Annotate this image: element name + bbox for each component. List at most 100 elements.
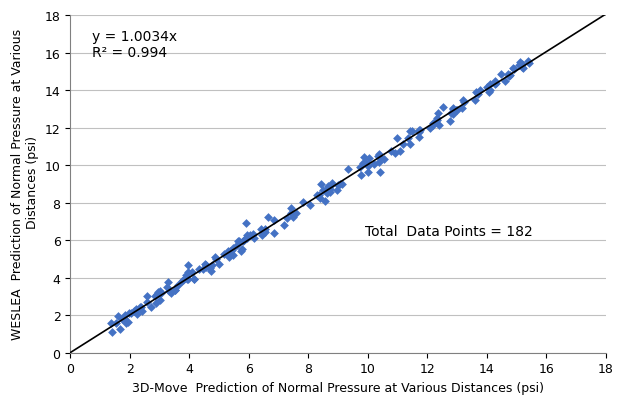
Point <box>178 277 188 284</box>
Point <box>446 119 456 126</box>
Point <box>232 242 242 248</box>
Point <box>150 293 160 300</box>
Point <box>472 91 482 98</box>
Point <box>505 73 515 79</box>
Point <box>199 266 209 273</box>
Point <box>322 191 332 197</box>
Point <box>269 230 279 237</box>
Point <box>509 66 519 72</box>
Point <box>515 60 525 66</box>
Point <box>201 261 211 267</box>
Point <box>517 65 527 71</box>
Point <box>279 222 289 229</box>
Point <box>452 108 462 114</box>
Point <box>136 304 146 311</box>
Point <box>316 181 326 188</box>
Point <box>176 278 186 284</box>
Point <box>446 110 456 117</box>
Point <box>234 239 244 245</box>
Point <box>164 288 174 295</box>
Point <box>173 282 182 289</box>
Point <box>343 166 353 173</box>
Point <box>379 157 389 163</box>
Point <box>156 290 166 297</box>
Point <box>499 78 509 85</box>
Point <box>362 169 372 176</box>
Point <box>146 305 156 311</box>
Point <box>182 276 192 282</box>
Point <box>256 232 266 239</box>
Point <box>182 269 192 275</box>
Point <box>405 142 415 148</box>
Point <box>432 111 442 117</box>
Point <box>490 79 500 85</box>
Point <box>222 249 232 255</box>
Point <box>403 136 413 142</box>
Point <box>321 198 331 205</box>
Point <box>228 252 238 259</box>
Point <box>181 273 191 279</box>
Point <box>261 226 271 232</box>
Text: Total  Data Points = 182: Total Data Points = 182 <box>365 225 532 239</box>
Point <box>459 99 469 106</box>
Point <box>210 254 220 261</box>
Point <box>375 169 385 176</box>
Point <box>358 160 368 167</box>
Point <box>312 193 322 199</box>
Point <box>451 107 461 114</box>
Point <box>485 87 495 94</box>
Point <box>263 214 273 220</box>
Point <box>249 235 259 241</box>
Point <box>432 118 442 124</box>
Point <box>414 130 424 136</box>
Point <box>364 155 374 162</box>
Point <box>395 148 405 155</box>
Point <box>504 74 514 80</box>
Point <box>211 256 221 263</box>
Point <box>269 217 279 224</box>
Point <box>414 134 424 141</box>
Point <box>288 214 298 221</box>
Point <box>171 288 181 294</box>
Point <box>337 181 347 188</box>
Point <box>356 164 366 171</box>
Point <box>416 128 426 134</box>
Point <box>321 187 331 194</box>
Point <box>481 84 491 91</box>
Point <box>414 127 424 134</box>
Point <box>448 111 458 117</box>
Point <box>457 105 467 112</box>
Point <box>241 237 251 243</box>
Point <box>434 123 444 129</box>
Point <box>123 319 133 326</box>
Point <box>426 125 436 132</box>
Point <box>518 66 528 72</box>
Point <box>207 262 217 269</box>
Point <box>238 238 248 245</box>
Point <box>142 298 152 305</box>
Point <box>194 266 204 272</box>
Point <box>363 164 373 170</box>
Point <box>201 262 211 268</box>
Point <box>219 252 229 258</box>
Point <box>132 311 142 317</box>
Point <box>359 155 369 161</box>
Point <box>228 247 238 254</box>
Point <box>183 276 193 283</box>
Point <box>374 151 384 158</box>
Point <box>374 160 384 166</box>
Point <box>375 155 385 161</box>
Point <box>206 268 216 274</box>
Point <box>260 229 270 236</box>
Point <box>484 90 494 96</box>
Point <box>326 183 336 189</box>
Point <box>503 71 512 78</box>
Point <box>448 106 458 112</box>
Point <box>248 231 258 238</box>
Point <box>318 187 328 194</box>
Point <box>115 326 125 332</box>
Point <box>448 107 458 113</box>
Point <box>131 307 141 313</box>
Point <box>214 262 224 268</box>
Point <box>228 245 238 252</box>
